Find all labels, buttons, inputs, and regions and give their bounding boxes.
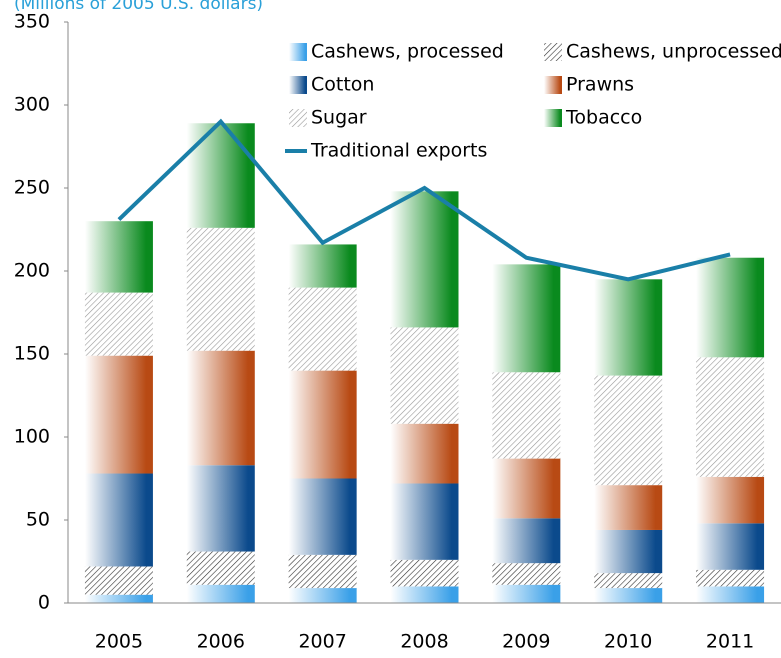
x-tick-label: 2009 xyxy=(502,631,550,653)
bar-segment xyxy=(492,563,561,585)
y-tick-label: 50 xyxy=(26,509,50,531)
bar-segment xyxy=(186,465,255,552)
bar-segment xyxy=(696,476,765,524)
x-tick-label: 2008 xyxy=(400,631,448,653)
legend-label: Tobacco xyxy=(565,107,642,129)
bar-segment xyxy=(594,485,663,530)
bar-segment xyxy=(288,287,357,371)
bar-segment xyxy=(84,221,153,293)
bar-segment xyxy=(288,370,357,479)
bar-segment xyxy=(696,586,765,603)
bar-segment xyxy=(492,372,561,459)
bar-segment xyxy=(492,458,561,519)
bar-segment xyxy=(390,423,459,484)
legend-label: Cashews, unprocessed xyxy=(566,41,781,63)
bar-segment xyxy=(84,594,153,603)
bar-segment xyxy=(288,478,357,555)
line-series xyxy=(117,118,731,282)
bar-segment xyxy=(390,559,459,587)
bar-segment xyxy=(84,566,153,595)
y-tick-label: 100 xyxy=(14,426,50,448)
chart-subtitle: (Millions of 2005 U.S. dollars) xyxy=(14,0,263,14)
bar-segment xyxy=(84,473,153,567)
bar-segment xyxy=(594,279,663,376)
legend-swatch xyxy=(289,76,307,94)
legend-label: Sugar xyxy=(311,107,367,129)
legend-swatch xyxy=(289,43,307,61)
legend-label: Cotton xyxy=(311,74,374,96)
bar-segment xyxy=(390,191,459,328)
legend-swatch xyxy=(544,109,562,127)
bar-segment xyxy=(594,588,663,603)
x-tick-label: 2010 xyxy=(604,631,652,653)
y-tick-label: 250 xyxy=(14,177,50,199)
legend-swatch xyxy=(544,76,562,94)
bar-segment xyxy=(186,123,255,228)
bar-segment xyxy=(186,551,255,585)
x-tick-label: 2007 xyxy=(298,631,346,653)
bar-segment xyxy=(594,573,663,589)
legend-label: Traditional exports xyxy=(310,140,487,162)
bar-segment xyxy=(594,529,663,574)
bar-segment xyxy=(390,586,459,603)
legend-label: Cashews, processed xyxy=(311,41,504,63)
bar-segment xyxy=(492,584,561,603)
bar-segment xyxy=(390,327,459,424)
y-tick-label: 150 xyxy=(14,343,50,365)
bar-segment xyxy=(492,518,561,564)
y-tick-label: 0 xyxy=(38,592,50,614)
y-tick-label: 300 xyxy=(14,94,50,116)
bar-segment xyxy=(696,569,765,587)
y-tick-label: 200 xyxy=(14,260,50,282)
bar-segment xyxy=(288,588,357,603)
bar-segment xyxy=(288,554,357,589)
legend-label: Prawns xyxy=(566,74,634,96)
bar-segment xyxy=(84,292,153,356)
bar-segment xyxy=(594,375,663,486)
bar-segment xyxy=(84,355,153,474)
x-tick-label: 2011 xyxy=(706,631,754,653)
bar-segment xyxy=(696,257,765,358)
bar-segment xyxy=(186,227,255,351)
bar-segment xyxy=(696,357,765,477)
bar-segment xyxy=(492,264,561,373)
bar-segment xyxy=(696,523,765,570)
bar-segment xyxy=(288,244,357,288)
bar-segment xyxy=(186,350,255,466)
x-tick-label: 2005 xyxy=(95,631,143,653)
bar-segment xyxy=(390,483,459,560)
x-tick-label: 2006 xyxy=(197,631,245,653)
y-tick-label: 350 xyxy=(14,11,50,33)
bar-segment xyxy=(186,584,255,603)
legend-swatch xyxy=(544,43,562,61)
legend-swatch xyxy=(289,109,307,127)
